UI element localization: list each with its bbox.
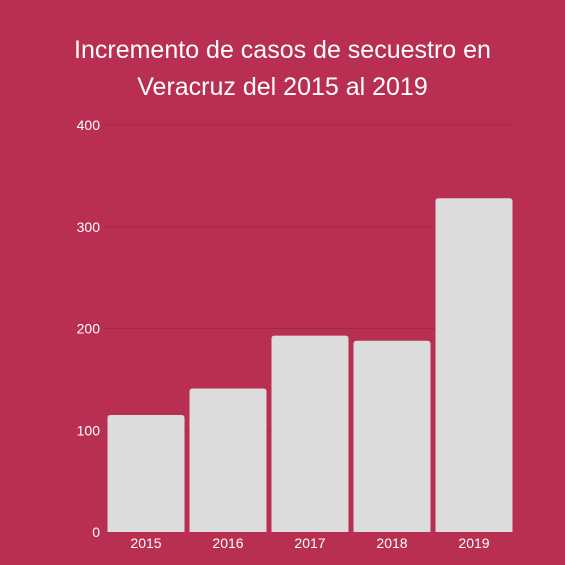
x-tick-label-2015: 2015 <box>130 535 161 551</box>
bar-2019 <box>435 198 513 532</box>
x-tick-label-2018: 2018 <box>376 535 407 551</box>
bar-2016 <box>189 388 267 532</box>
x-tick-label-2017: 2017 <box>294 535 325 551</box>
chart-title-line-1: Incremento de casos de secuestro en <box>74 36 491 64</box>
y-tick-label: 200 <box>77 321 101 337</box>
x-axis-tick-labels: 2015 2016 2017 2018 2019 <box>130 535 489 551</box>
bar-2017 <box>271 335 349 532</box>
y-tick-label: 400 <box>77 117 101 133</box>
y-axis-tick-labels: 0 100 200 300 400 <box>77 117 101 540</box>
chart-title-line-2: Veracruz del 2015 al 2019 <box>137 73 428 101</box>
y-tick-label: 100 <box>77 422 101 438</box>
bars <box>107 198 513 532</box>
chart-title: Incremento de casos de secuestro en Vera… <box>0 32 565 106</box>
bar-2015 <box>107 414 185 532</box>
y-tick-label: 300 <box>77 219 101 235</box>
x-tick-label-2016: 2016 <box>212 535 243 551</box>
bar-2018 <box>353 340 431 532</box>
y-tick-label: 0 <box>92 524 100 540</box>
x-tick-label-2019: 2019 <box>458 535 489 551</box>
